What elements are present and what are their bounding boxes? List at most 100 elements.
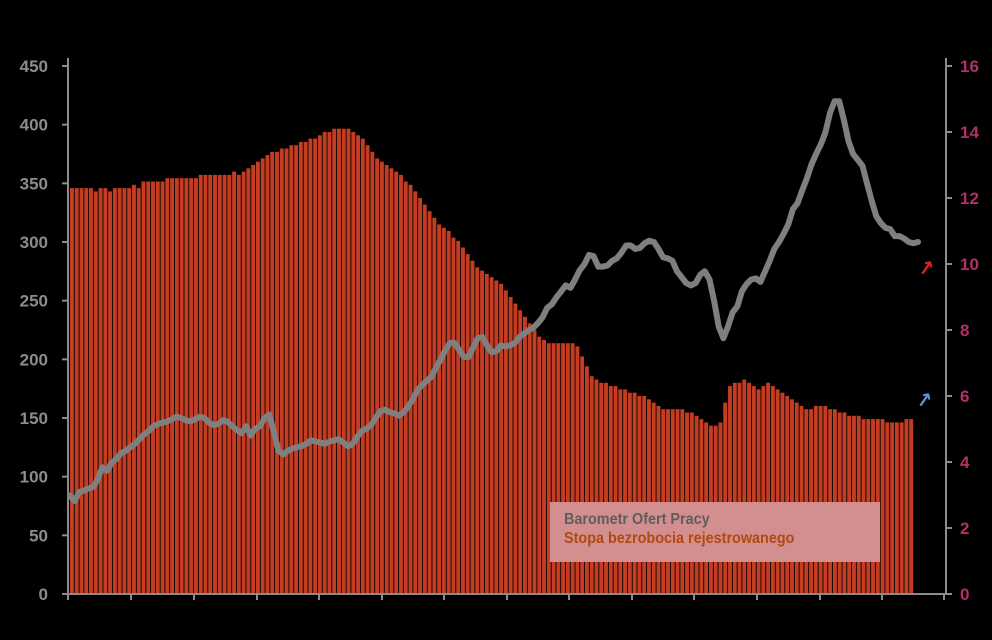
bar: [494, 280, 499, 594]
bar: [475, 267, 480, 594]
bar: [337, 128, 341, 594]
bar: [809, 409, 814, 594]
bar: [594, 379, 599, 594]
bar: [170, 178, 175, 594]
bar: [575, 346, 580, 594]
bar: [84, 188, 89, 594]
bar: [613, 386, 618, 594]
bar: [375, 158, 380, 594]
bar: [813, 405, 818, 594]
left-tick-label: 400: [20, 116, 48, 135]
bar: [732, 382, 737, 594]
bar: [770, 386, 775, 594]
legend: Barometr Ofert Pracy Stopa bezrobocia re…: [550, 502, 880, 562]
bar: [441, 227, 446, 594]
bar: [642, 396, 647, 594]
bar: [570, 343, 575, 594]
bar: [723, 402, 728, 594]
bar: [437, 224, 442, 594]
bar: [284, 148, 289, 594]
bar: [790, 399, 794, 594]
bar: [165, 178, 170, 594]
bar: [580, 356, 585, 594]
bar: [141, 181, 146, 594]
right-tick-label: 14: [960, 123, 979, 142]
bar: [389, 168, 394, 595]
bar: [470, 260, 475, 594]
bar: [513, 303, 518, 594]
right-tick-label: 4: [960, 453, 970, 472]
bar: [370, 151, 375, 595]
bar: [303, 141, 308, 594]
unemployment-bars: [70, 128, 914, 595]
bar: [666, 409, 670, 594]
bar: [213, 174, 217, 594]
bar: [399, 174, 403, 594]
axes: [67, 58, 947, 600]
bar: [680, 409, 685, 594]
bar: [255, 161, 260, 594]
bar: [251, 165, 256, 594]
bar: [418, 198, 422, 594]
bar: [623, 389, 628, 594]
barometer-line-path: [67, 98, 921, 505]
bar: [227, 174, 232, 594]
bar: [656, 405, 661, 594]
bar: [422, 204, 427, 594]
bar: [499, 283, 504, 594]
bar: [241, 171, 246, 594]
bar: [737, 382, 742, 594]
bar: [155, 181, 160, 594]
bar: [899, 422, 904, 594]
bar: [127, 188, 132, 594]
bar: [379, 161, 384, 594]
bar: [184, 178, 189, 594]
bar: [637, 396, 642, 594]
bar: [828, 409, 833, 594]
bar: [279, 148, 284, 594]
bar: [432, 217, 437, 595]
bar: [246, 168, 251, 595]
bar: [480, 270, 484, 594]
bar: [222, 174, 227, 594]
bar: [890, 422, 895, 594]
bar: [542, 339, 546, 594]
bar: [561, 343, 566, 594]
bar: [193, 178, 198, 594]
bar: [356, 135, 361, 595]
bar: [651, 402, 656, 594]
bar: [608, 386, 613, 594]
bar: [275, 151, 279, 595]
bar: [89, 188, 93, 594]
bar: [365, 145, 370, 594]
bar: [179, 178, 184, 594]
bar: [508, 297, 513, 594]
bar: [484, 273, 489, 594]
left-tick-label: 300: [20, 233, 48, 252]
bar: [527, 323, 532, 594]
bar: [112, 188, 117, 594]
bar: [522, 316, 527, 594]
bar: [308, 138, 313, 594]
bar: [217, 174, 222, 594]
left-tick-label: 200: [20, 350, 48, 369]
bar: [584, 366, 589, 594]
bar: [79, 188, 84, 594]
bar: [446, 231, 451, 594]
bar: [265, 155, 270, 594]
right-tick-label: 16: [960, 57, 979, 76]
bar: [556, 343, 561, 594]
bar: [646, 399, 651, 594]
bar: [756, 389, 761, 594]
bar: [627, 392, 632, 594]
bar: [503, 290, 508, 594]
bar: [675, 409, 680, 594]
bar: [146, 181, 151, 594]
bar: [909, 419, 914, 594]
bar: [346, 128, 351, 594]
bar: [332, 128, 337, 594]
left-tick-label: 150: [20, 409, 48, 428]
left-tick-label: 50: [29, 526, 48, 545]
bar: [298, 141, 303, 594]
